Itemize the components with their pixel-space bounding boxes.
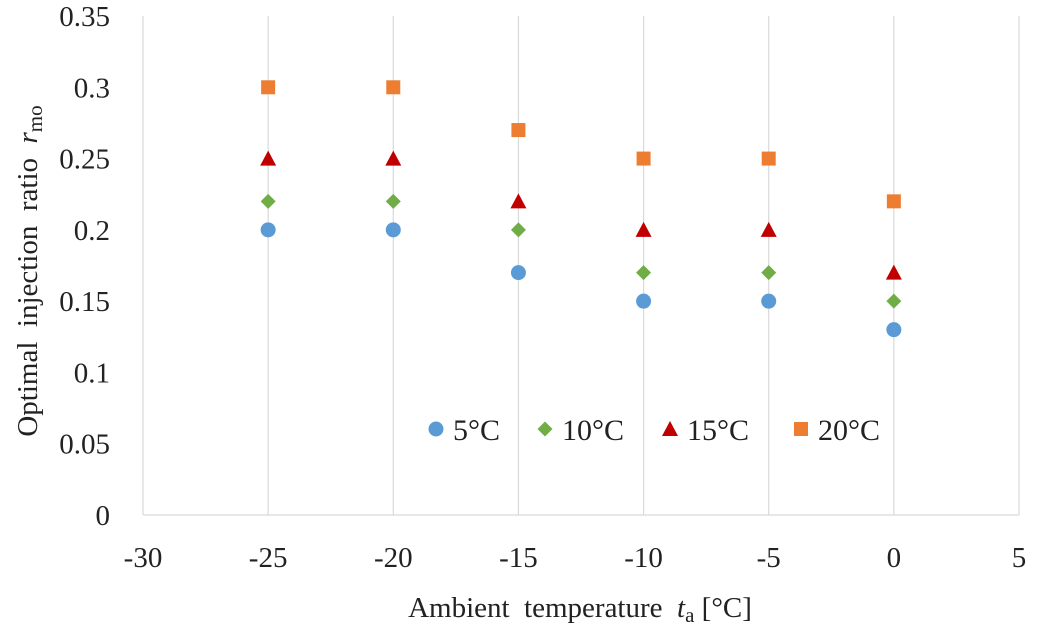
x-tick-label: -5 bbox=[757, 542, 781, 574]
x-tick-label: -20 bbox=[374, 542, 413, 574]
x-tick-label: -25 bbox=[249, 542, 288, 574]
point-circle bbox=[636, 293, 652, 309]
point-square bbox=[886, 194, 901, 209]
data-points bbox=[260, 80, 902, 338]
point-diamond bbox=[636, 265, 652, 281]
point-diamond bbox=[510, 222, 526, 238]
point-triangle bbox=[885, 264, 902, 280]
y-tick-label: 0.15 bbox=[59, 286, 110, 318]
point-square bbox=[261, 80, 276, 95]
point-triangle bbox=[385, 150, 402, 166]
point-circle bbox=[886, 322, 902, 338]
x-tick-label: -30 bbox=[124, 542, 163, 574]
point-triangle bbox=[635, 221, 652, 237]
x-tick-label: 0 bbox=[887, 542, 902, 574]
legend-label: 10°C bbox=[562, 414, 624, 447]
point-circle bbox=[385, 222, 401, 238]
point-diamond bbox=[260, 193, 276, 209]
point-square bbox=[386, 80, 401, 95]
x-tick-label: -15 bbox=[499, 542, 538, 574]
point-circle bbox=[761, 293, 777, 309]
point-triangle bbox=[260, 150, 277, 166]
point-square bbox=[636, 151, 651, 166]
point-diamond bbox=[761, 265, 777, 281]
legend-marker-square bbox=[794, 422, 808, 436]
point-square bbox=[761, 151, 776, 166]
point-diamond bbox=[385, 193, 401, 209]
legend: 5°C 10°C 15°C 20°C bbox=[428, 414, 880, 447]
y-axis-title: Optimal injection ratio rmo bbox=[12, 105, 47, 436]
legend-marker-triangle bbox=[662, 421, 678, 436]
point-circle bbox=[510, 265, 526, 281]
x-axis-title: Ambient temperature ta [°C] bbox=[408, 592, 752, 627]
y-tick-label: 0 bbox=[96, 500, 111, 532]
legend-marker-circle bbox=[428, 421, 444, 437]
point-diamond bbox=[886, 293, 902, 309]
tick-labels: -30 -25 -20 -15 -10 -5 0 5 0 0.05 0.1 0.15 0.2 0.25 0.… bbox=[59, 1, 1026, 574]
point-square bbox=[511, 123, 526, 138]
y-tick-label: 0.2 bbox=[74, 215, 110, 247]
legend-marker-diamond bbox=[537, 421, 553, 437]
legend-label: 15°C bbox=[687, 414, 749, 447]
y-tick-label: 0.35 bbox=[59, 1, 110, 33]
point-triangle bbox=[510, 193, 527, 209]
legend-label: 5°C bbox=[453, 414, 500, 447]
y-tick-label: 0.05 bbox=[59, 429, 110, 461]
y-tick-label: 0.3 bbox=[74, 72, 110, 104]
x-tick-label: 5 bbox=[1012, 542, 1027, 574]
point-triangle bbox=[760, 221, 777, 237]
y-tick-label: 0.1 bbox=[74, 357, 110, 389]
x-tick-label: -10 bbox=[624, 542, 663, 574]
y-tick-label: 0.25 bbox=[59, 144, 110, 176]
legend-label: 20°C bbox=[818, 414, 880, 447]
point-circle bbox=[260, 222, 276, 238]
